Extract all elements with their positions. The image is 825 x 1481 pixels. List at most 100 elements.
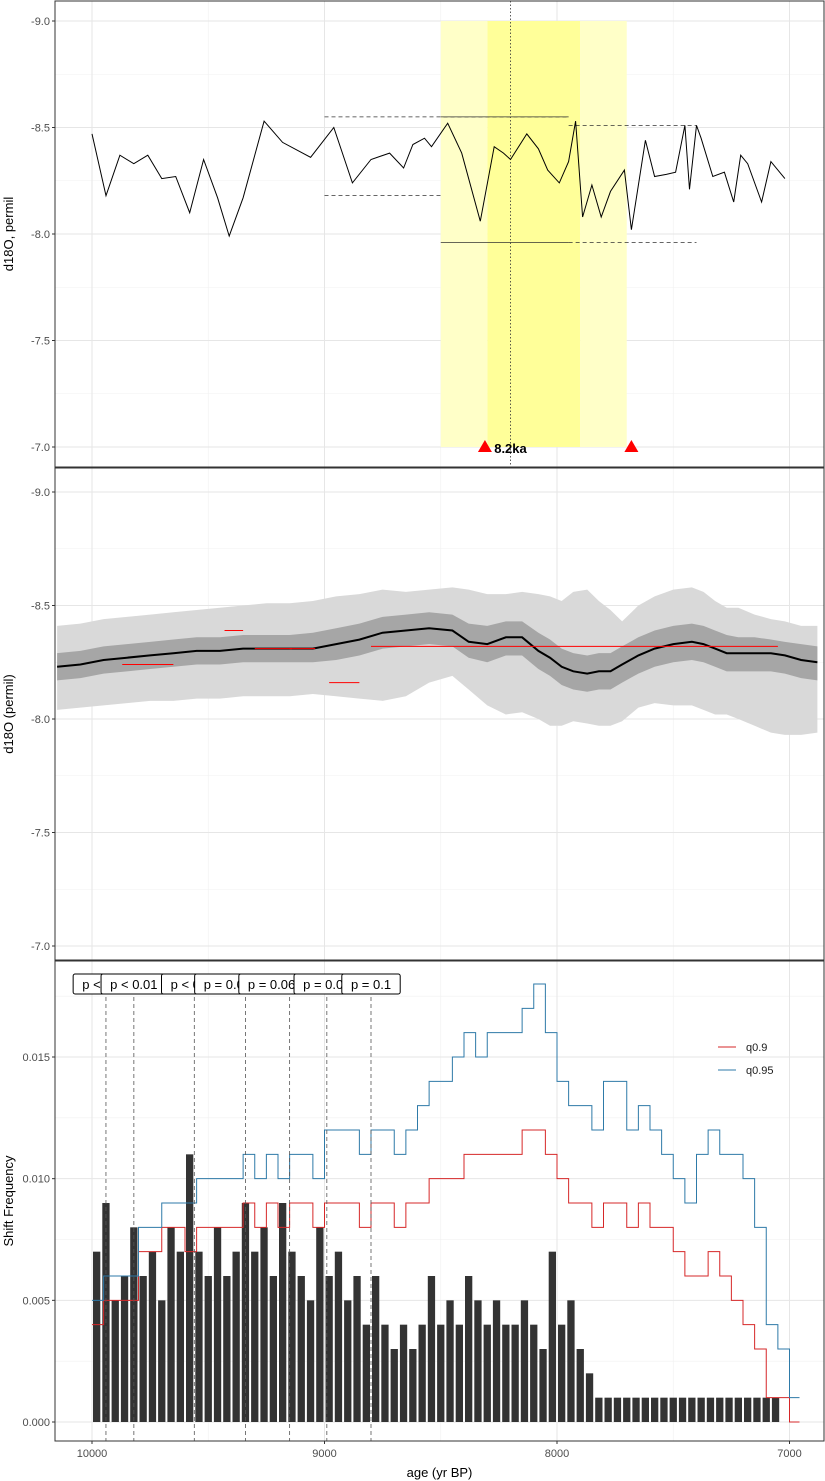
- event-annotation: 8.2ka: [494, 441, 527, 456]
- red-triangle-marker: [624, 440, 639, 452]
- p-value-label: p = 0.1: [341, 973, 401, 995]
- panel-1-y-axis: -9.0 -8.5 -8.0 -7.5 -7.0: [31, 16, 55, 454]
- q90-step-line: [92, 1129, 800, 1423]
- shift-frequency-bar: [753, 1397, 761, 1422]
- y-tick-label: -9.0: [31, 487, 50, 499]
- shift-frequency-bar: [120, 1276, 129, 1422]
- panel-1-y-axis-title: d18O, permil: [1, 197, 16, 272]
- legend: q0.9 q0.95: [718, 1042, 774, 1077]
- panel-2-y-axis: -9.0 -8.5 -8.0 -7.5 -7.0: [31, 487, 55, 953]
- shift-frequency-bar: [390, 1349, 398, 1422]
- inner-uncertainty-band: [57, 612, 818, 692]
- shift-frequency-bar: [483, 1324, 491, 1422]
- x-tick-label: 10000: [77, 1448, 108, 1460]
- legend-label-q0.95: q0.95: [746, 1065, 774, 1077]
- shift-frequency-bar: [678, 1397, 687, 1422]
- shift-frequency-bar: [539, 1349, 547, 1422]
- panel-2-border: [54, 467, 825, 961]
- shift-frequency-bar: [669, 1397, 677, 1422]
- y-tick-label: -9.0: [31, 16, 50, 28]
- shift-frequency-bar: [130, 1227, 138, 1422]
- panel-3-y-axis-title: Shift Frequency: [1, 1155, 16, 1247]
- shift-frequency-bar: [186, 1154, 194, 1422]
- red-triangle-marker: [477, 440, 492, 452]
- shift-frequency-bar: [316, 1227, 324, 1422]
- shaded-region: [440, 21, 488, 447]
- p-value-label: p < 0.01: [100, 973, 168, 995]
- shift-frequency-bar: [111, 1300, 119, 1422]
- shift-frequency-bar: [223, 1276, 231, 1422]
- shift-frequency-bar: [148, 1251, 157, 1422]
- x-tick-label: 9000: [312, 1448, 336, 1460]
- y-tick-label: 0.015: [22, 1052, 50, 1064]
- x-axis-title: age (yr BP): [407, 1465, 473, 1480]
- shift-frequency-bar: [306, 1300, 315, 1422]
- shift-frequency-bar: [548, 1251, 556, 1422]
- shift-frequency-bar: [158, 1300, 166, 1422]
- y-tick-label: 0.010: [22, 1174, 50, 1186]
- shift-frequency-bar: [353, 1276, 361, 1422]
- q95-step-line: [92, 983, 800, 1399]
- x-tick-label: 8000: [545, 1448, 569, 1460]
- shift-frequency-bar: [520, 1300, 529, 1422]
- panel-2-background: [55, 468, 824, 960]
- x-axis: 10000 9000 8000 7000: [77, 1441, 802, 1460]
- shift-frequency-bar: [530, 1324, 538, 1422]
- y-tick-label: -7.0: [31, 442, 50, 454]
- shift-frequency-bar: [762, 1397, 770, 1422]
- shift-frequency-bar: [613, 1397, 622, 1422]
- shift-frequency-bar: [725, 1397, 733, 1422]
- shift-frequency-bar: [288, 1251, 296, 1422]
- shift-frequency-bar: [697, 1397, 705, 1422]
- shift-frequency-bar: [232, 1251, 240, 1422]
- p-value-text: p < 0.01: [110, 977, 157, 992]
- shift-frequency-bar: [651, 1397, 659, 1422]
- p-value-labels: p < 0.01p < 0.01p < 0.01p = 0.0100000p =…: [72, 973, 401, 995]
- shift-frequency-bar: [446, 1300, 454, 1422]
- d18o-series-line: [91, 120, 786, 238]
- shift-frequency-bar: [623, 1397, 631, 1422]
- shift-frequency-bar: [604, 1397, 612, 1422]
- shift-frequency-bar: [195, 1251, 203, 1422]
- shift-frequency-bar: [688, 1397, 696, 1422]
- shift-frequency-bar: [362, 1324, 370, 1422]
- shift-frequency-bar: [641, 1397, 649, 1422]
- shift-frequency-bar: [465, 1276, 473, 1422]
- y-tick-label: -7.5: [31, 828, 50, 840]
- shift-frequency-bar: [399, 1324, 408, 1422]
- shift-frequency-bar: [372, 1276, 380, 1422]
- shift-frequency-bar: [251, 1251, 259, 1422]
- shift-frequency-bar: [558, 1324, 566, 1422]
- shaded-region: [580, 21, 627, 447]
- y-tick-label: 0.000: [22, 1417, 50, 1429]
- y-tick-label: -8.0: [31, 229, 50, 241]
- shift-frequency-bar: [502, 1324, 510, 1422]
- shift-frequency-bar: [660, 1397, 668, 1422]
- p-value-text: p = 0.1: [351, 977, 391, 992]
- shift-frequency-bar: [744, 1397, 752, 1422]
- shift-frequency-bar: [325, 1276, 333, 1422]
- shaded-region: [487, 21, 581, 447]
- p-value-text: p = 0.07: [303, 977, 350, 992]
- y-tick-label: -7.5: [31, 336, 50, 348]
- legend-label-q0.9: q0.9: [746, 1042, 767, 1054]
- shift-frequency-bar: [409, 1349, 417, 1422]
- shift-frequency-bar: [734, 1397, 742, 1422]
- shift-frequency-bar: [585, 1373, 594, 1422]
- shift-frequency-bar: [279, 1203, 287, 1422]
- shift-frequency-bar: [771, 1397, 780, 1422]
- shift-frequency-bar: [706, 1397, 715, 1422]
- shift-frequency-bar: [418, 1324, 426, 1422]
- shift-frequency-bar: [567, 1300, 575, 1422]
- x-tick-label: 7000: [777, 1448, 801, 1460]
- shift-frequency-bar: [716, 1397, 724, 1422]
- shift-frequency-bar: [167, 1227, 175, 1422]
- shift-frequency-bar: [427, 1276, 436, 1422]
- mean-series-line: [57, 627, 818, 675]
- shift-frequency-bar: [511, 1324, 519, 1422]
- shift-frequency-bar: [381, 1324, 389, 1422]
- panel-3-border: [54, 960, 825, 1442]
- y-tick-label: -7.0: [31, 941, 50, 953]
- shift-frequency-bar: [260, 1227, 268, 1422]
